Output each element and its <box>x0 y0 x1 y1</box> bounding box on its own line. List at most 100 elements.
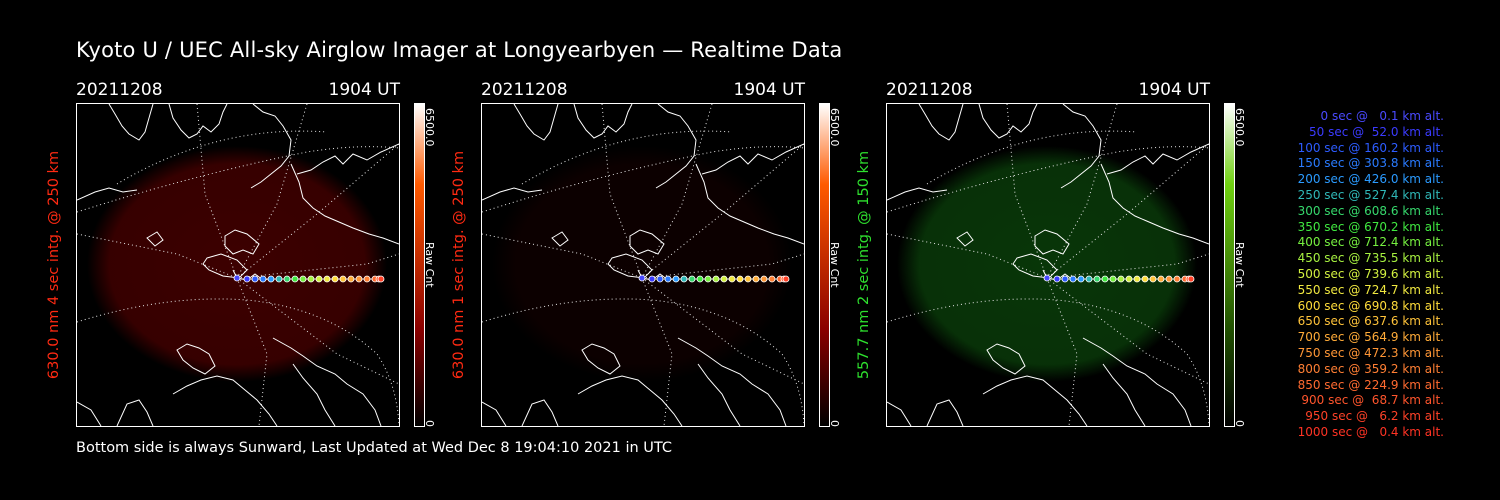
trajectory-point <box>1173 275 1181 283</box>
airglow-field <box>492 146 792 382</box>
trajectory-point <box>680 275 688 283</box>
trajectory-point <box>275 275 283 283</box>
legend-entry: 400 sec @ 712.4 km alt. <box>1293 235 1444 250</box>
legend-entry: 650 sec @ 637.6 km alt. <box>1293 314 1444 329</box>
legend-entry: 300 sec @ 608.6 km alt. <box>1293 203 1444 218</box>
trajectory-point <box>267 275 275 283</box>
trajectory-point <box>720 275 728 283</box>
trajectory-point <box>1133 275 1141 283</box>
legend-entry: 600 sec @ 690.8 km alt. <box>1293 298 1444 313</box>
legend-entry: 0 sec @ 0.1 km alt. <box>1309 109 1444 123</box>
colorbar-max-label: 6500.0 <box>828 108 841 147</box>
trajectory-point <box>291 275 299 283</box>
coastlines <box>887 104 1209 426</box>
airglow-field <box>87 146 387 382</box>
trajectory-point <box>283 275 291 283</box>
legend-entry: 500 sec @ 739.6 km alt. <box>1293 266 1444 281</box>
legend-entry: 550 sec @ 724.7 km alt. <box>1293 282 1444 297</box>
allsky-image <box>76 103 400 427</box>
trajectory-point <box>1165 275 1173 283</box>
trajectory-point <box>736 275 744 283</box>
colorbar-unit-label: Raw Cnt <box>1233 242 1246 288</box>
colorbar-unit-label: Raw Cnt <box>828 242 841 288</box>
trajectory-point <box>1109 275 1117 283</box>
legend-entry: 150 sec @ 303.8 km alt. <box>1293 156 1444 171</box>
colorbar <box>414 103 425 427</box>
panel-date: 20211208 <box>886 80 973 100</box>
trajectory-point <box>377 275 385 283</box>
trajectory-time-altitude-legend: 0 sec @ 0.1 km alt. 50 sec @ 52.0 km alt… <box>1262 109 1444 441</box>
legend-entry: 50 sec @ 52.0 km alt. <box>1301 124 1444 139</box>
trajectory-point <box>323 275 331 283</box>
colorbar-unit-label: Raw Cnt <box>423 242 436 288</box>
trajectory-point <box>1077 275 1085 283</box>
trajectory-point <box>638 274 646 282</box>
trajectory-point <box>251 275 259 283</box>
trajectory-point <box>1043 274 1051 282</box>
trajectory-point <box>339 275 347 283</box>
legend-entry: 200 sec @ 426.0 km alt. <box>1293 172 1444 187</box>
panel-time: 1904 UT <box>733 80 806 100</box>
panel-wavelength-label: 630.0 nm 1 sec intg. @ 250 km <box>451 150 467 380</box>
trajectory-point <box>315 275 323 283</box>
panel-time: 1904 UT <box>1138 80 1211 100</box>
trajectory-point <box>752 275 760 283</box>
trajectory-point <box>768 275 776 283</box>
trajectory-point <box>1157 275 1165 283</box>
trajectory-point <box>1101 275 1109 283</box>
trajectory-point <box>347 275 355 283</box>
trajectory-point <box>664 275 672 283</box>
legend-entry: 250 sec @ 527.4 km alt. <box>1293 187 1444 202</box>
trajectory-point <box>1125 275 1133 283</box>
legend-entry: 450 sec @ 735.5 km alt. <box>1293 251 1444 266</box>
panel-630nm-1sec: 20211208 1904 UT 630.0 nm 1 sec intg. @ … <box>451 80 921 440</box>
panel-wavelength-label: 557.7 nm 2 sec intg. @ 150 km <box>856 150 872 380</box>
trajectory-point <box>696 275 704 283</box>
trajectory-point <box>1061 275 1069 283</box>
legend-entry: 950 sec @ 6.2 km alt. <box>1301 409 1444 424</box>
trajectory-point <box>1187 275 1195 283</box>
legend-entry: 700 sec @ 564.9 km alt. <box>1293 330 1444 345</box>
allsky-image <box>481 103 805 427</box>
panel-date: 20211208 <box>76 80 163 100</box>
trajectory-point <box>728 275 736 283</box>
trajectory-point <box>1117 275 1125 283</box>
panel-wavelength-label: 630.0 nm 4 sec intg. @ 250 km <box>46 150 62 380</box>
trajectory-point <box>782 275 790 283</box>
trajectory-point <box>233 274 241 282</box>
legend-entry: 750 sec @ 472.3 km alt. <box>1293 345 1444 360</box>
colorbar-min-label: 0 <box>828 420 841 427</box>
colorbar-min-label: 0 <box>423 420 436 427</box>
page-title: Kyoto U / UEC All-sky Airglow Imager at … <box>76 38 843 62</box>
colorbar-min-label: 0 <box>1233 420 1246 427</box>
coastlines <box>482 104 804 426</box>
panel-date: 20211208 <box>481 80 568 100</box>
legend-entry: 900 sec @ 68.7 km alt. <box>1297 393 1444 408</box>
panel-557nm-2sec: 20211208 1904 UT 557.7 nm 2 sec intg. @ … <box>856 80 1326 440</box>
trajectory-point <box>704 275 712 283</box>
trajectory-point <box>1069 275 1077 283</box>
legend-entry: 100 sec @ 160.2 km alt. <box>1293 140 1444 155</box>
panel-630nm-4sec: 20211208 1904 UT 630.0 nm 4 sec intg. @ … <box>46 80 516 440</box>
trajectory-point <box>1141 275 1149 283</box>
trajectory-point <box>712 275 720 283</box>
legend-entry: 850 sec @ 224.9 km alt. <box>1293 377 1444 392</box>
trajectory-point <box>243 275 251 283</box>
legend-entry: 1000 sec @ 0.4 km alt. <box>1297 424 1444 439</box>
trajectory-point <box>760 275 768 283</box>
trajectory-point <box>363 275 371 283</box>
trajectory-point <box>1093 275 1101 283</box>
trajectory-point <box>672 275 680 283</box>
trajectory-point <box>1053 275 1061 283</box>
colorbar <box>1224 103 1235 427</box>
legend-entry: 800 sec @ 359.2 km alt. <box>1293 361 1444 376</box>
trajectory-point <box>1149 275 1157 283</box>
trajectory-point <box>307 275 315 283</box>
colorbar-max-label: 6500.0 <box>1233 108 1246 147</box>
footer-note: Bottom side is always Sunward, Last Upda… <box>76 440 673 456</box>
colorbar-max-label: 6500.0 <box>423 108 436 147</box>
airglow-field <box>897 146 1197 382</box>
trajectory-point <box>259 275 267 283</box>
trajectory-point <box>1085 275 1093 283</box>
colorbar <box>819 103 830 427</box>
